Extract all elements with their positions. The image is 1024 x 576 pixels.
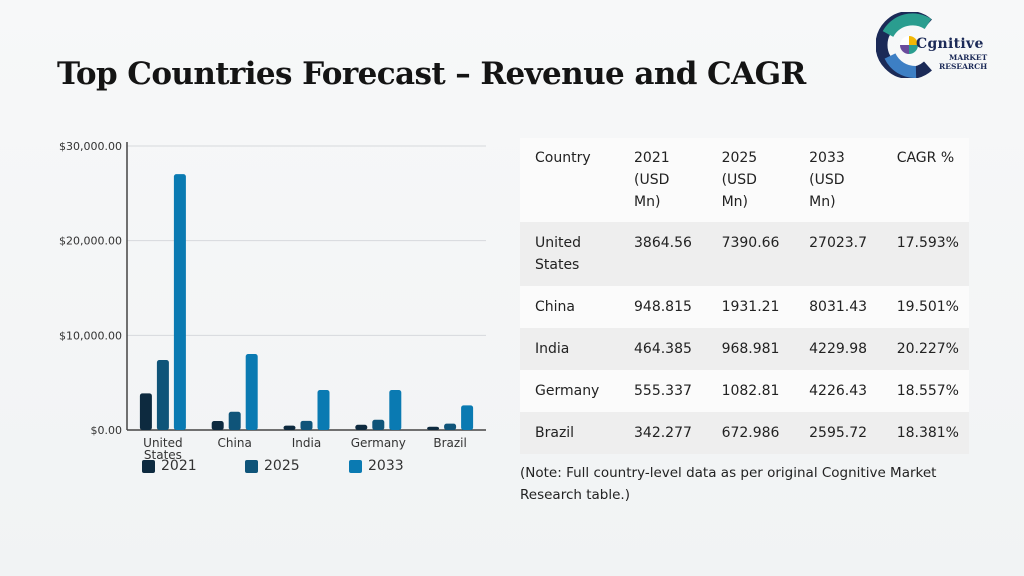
cell-2033: 27023.7: [809, 235, 868, 251]
company-logo: Cgnitive MARKET RESEARCH: [875, 11, 996, 79]
bar-2021-china: [211, 421, 224, 430]
cell-cagr: 18.381%: [896, 425, 959, 441]
y-tick-label: $30,000.00: [59, 140, 122, 153]
bar-2025-germany: [372, 419, 385, 430]
logo-sub-line-1: MARKET: [949, 53, 988, 62]
cell-2025: 7390.66: [721, 235, 780, 251]
legend-label: 2025: [264, 458, 300, 474]
legend-swatch: [349, 459, 362, 473]
table-row: Germany 555.337 1082.81 4226.43 18.557%: [520, 370, 969, 412]
x-tick-label: United: [143, 436, 182, 450]
forecast-table: Country 2021 (USD Mn) 2025 (USD Mn) 2033…: [520, 138, 969, 454]
bar-2033-germany: [389, 389, 402, 430]
cell-2025: 672.986: [721, 425, 780, 441]
legend-label: 2033: [368, 458, 404, 474]
table-row: China 948.815 1931.21 8031.43 19.501%: [520, 286, 969, 328]
cell-2033: 4226.43: [809, 383, 868, 399]
cell-2021: 342.277: [634, 425, 692, 441]
cell-country: United States: [535, 235, 581, 273]
cell-cagr: 18.557%: [896, 383, 959, 399]
bar-2033-india: [317, 389, 330, 430]
x-tick-label: India: [292, 436, 321, 450]
cell-cagr: 17.593%: [896, 235, 959, 251]
bar-2021-germany: [355, 424, 368, 430]
bar-2033-brazil: [461, 405, 474, 430]
bar-2021-brazil: [427, 426, 440, 430]
cell-2021: 3864.56: [634, 235, 692, 251]
header-2021: 2021 (USD Mn): [634, 150, 670, 210]
table-row: Brazil 342.277 672.986 2595.72 18.381%: [520, 412, 969, 454]
bar-2033-china: [245, 353, 258, 430]
cell-2021: 464.385: [634, 341, 692, 357]
cell-2025: 1931.21: [721, 299, 780, 315]
bar-2025-china: [228, 411, 241, 430]
table-row: India 464.385 968.981 4229.98 20.227%: [520, 328, 969, 370]
legend-label: 2021: [161, 458, 197, 474]
x-tick-label: Brazil: [433, 436, 467, 450]
y-tick-label: $10,000.00: [59, 329, 122, 342]
logo-subtitle: MARKET RESEARCH: [939, 53, 987, 71]
y-tick-label: $20,000.00: [59, 235, 122, 248]
bar-2021-india: [283, 425, 296, 430]
cell-cagr: 20.227%: [896, 341, 959, 357]
legend-item-2033: 2033: [349, 458, 404, 474]
cell-2021: 555.337: [634, 383, 692, 399]
y-tick-label: $0.00: [91, 424, 123, 437]
cell-country: Brazil: [535, 425, 575, 441]
x-tick-label: States: [144, 448, 182, 460]
cell-2033: 4229.98: [809, 341, 868, 357]
header-2033: 2033 (USD Mn): [809, 150, 845, 210]
cell-country: Germany: [535, 383, 600, 399]
table-row: United States 3864.56 7390.66 27023.7 17…: [520, 222, 969, 286]
header-cagr: CAGR %: [896, 150, 955, 166]
logo-wordmark: Cgnitive: [916, 36, 984, 52]
table-header-row: Country 2021 (USD Mn) 2025 (USD Mn) 2033…: [520, 138, 969, 222]
legend-swatch: [245, 459, 258, 473]
cell-2033: 8031.43: [809, 299, 868, 315]
cell-2021: 948.815: [634, 299, 692, 315]
header-2025: 2025 (USD Mn): [721, 150, 758, 210]
cell-2025: 968.981: [721, 341, 780, 357]
legend-item-2025: 2025: [245, 458, 300, 474]
header-country: Country: [535, 150, 591, 166]
x-tick-label: China: [218, 436, 252, 450]
revenue-bar-chart: $0.00 $10,000.00 $20,000.00 $30,000.00 Unite…: [59, 140, 486, 460]
logo-sub-line-2: RESEARCH: [939, 62, 988, 71]
bar-2025-united-states: [156, 360, 169, 430]
bar-2033-united-states: [173, 174, 186, 430]
bar-2021-united-states: [139, 393, 152, 430]
footnote: (Note: Full country-level data as per or…: [520, 465, 937, 503]
bar-2025-india: [300, 420, 313, 430]
cell-country: China: [535, 299, 575, 315]
cell-2025: 1082.81: [721, 383, 780, 399]
logo-c-icon: [875, 11, 932, 79]
cell-country: India: [535, 341, 570, 357]
x-tick-label: Germany: [351, 436, 406, 450]
legend-item-2021: 2021: [142, 458, 197, 474]
page-title: Top Countries Forecast – Revenue and CAG…: [57, 56, 806, 92]
legend-swatch: [142, 459, 155, 473]
chart-legend: 2021 2025 2033: [142, 458, 442, 480]
cell-cagr: 19.501%: [896, 299, 959, 315]
bar-2025-brazil: [444, 423, 457, 430]
cell-2033: 2595.72: [809, 425, 868, 441]
forecast-table-container: Country 2021 (USD Mn) 2025 (USD Mn) 2033…: [520, 138, 969, 454]
